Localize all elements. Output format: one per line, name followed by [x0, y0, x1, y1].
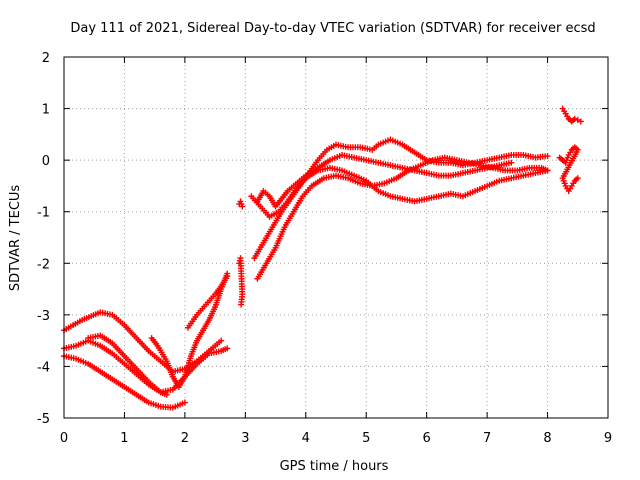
y-axis-label: SDTVAR / TECUs: [8, 185, 23, 292]
y-tick-label: -5: [37, 412, 50, 427]
y-tick-label: 0: [42, 154, 50, 169]
x-tick-label: 6: [423, 431, 431, 446]
x-tick-label: 5: [362, 431, 370, 446]
x-tick-label: 3: [241, 431, 249, 446]
series-track-k: [254, 151, 515, 210]
x-tick-label: 4: [302, 431, 310, 446]
data-point: [544, 167, 551, 174]
y-tick-label: -2: [37, 257, 50, 272]
grid-lines: [64, 57, 608, 418]
data-point: [238, 301, 245, 308]
y-tick-label: 2: [42, 51, 50, 66]
x-tick-label: 7: [483, 431, 491, 446]
series-track-l: [556, 105, 584, 195]
chart-title: Day 111 of 2021, Sidereal Day-to-day VTE…: [70, 21, 595, 36]
x-tick-label: 0: [60, 431, 68, 446]
data-point: [218, 337, 225, 344]
data-point: [574, 116, 581, 123]
series-track-j: [248, 164, 551, 220]
data-point: [544, 153, 551, 160]
series-track-i: [254, 154, 551, 282]
x-tick-label: 1: [120, 431, 128, 446]
data-point: [574, 175, 581, 182]
data-point: [181, 399, 188, 406]
series-track-g: [236, 198, 246, 308]
data-point: [571, 115, 578, 122]
x-axis-label: GPS time / hours: [280, 459, 389, 474]
series-track-c: [61, 353, 188, 411]
x-axis-ticks: 0 1 2 3 4 5 6 7 8 9: [60, 57, 612, 446]
x-tick-label: 8: [543, 431, 551, 446]
y-tick-label: -1: [37, 206, 50, 221]
data-point: [224, 345, 231, 352]
series-track-f: [184, 273, 231, 331]
y-axis-ticks: -5 -4 -3 -2 -1 0 1 2: [37, 51, 608, 427]
data-point: [577, 118, 584, 125]
data-point: [224, 273, 231, 280]
y-tick-label: -3: [37, 309, 50, 324]
data-points: [61, 105, 584, 411]
y-tick-label: -4: [37, 360, 50, 375]
series-track-h: [251, 136, 551, 262]
data-point: [163, 391, 170, 398]
series-track-d: [85, 332, 231, 396]
y-tick-label: 1: [42, 103, 50, 118]
data-point: [239, 203, 246, 210]
x-tick-label: 2: [181, 431, 189, 446]
x-tick-label: 9: [604, 431, 612, 446]
plot-frame: [63, 56, 609, 419]
data-point: [508, 159, 515, 166]
